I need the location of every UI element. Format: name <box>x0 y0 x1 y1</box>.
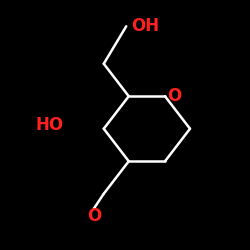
Text: HO: HO <box>36 116 64 134</box>
Text: OH: OH <box>131 17 160 35</box>
Text: O: O <box>166 87 181 105</box>
Text: O: O <box>87 207 101 225</box>
